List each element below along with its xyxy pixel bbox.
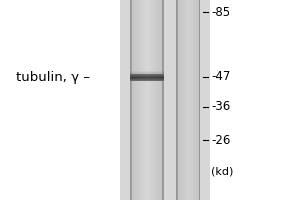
Text: tubulin, γ –: tubulin, γ –	[16, 71, 91, 84]
Text: (kd): (kd)	[212, 167, 234, 177]
Text: -36: -36	[212, 100, 231, 114]
Text: -85: -85	[212, 5, 231, 19]
Text: -47: -47	[212, 71, 231, 84]
Text: -26: -26	[212, 134, 231, 146]
